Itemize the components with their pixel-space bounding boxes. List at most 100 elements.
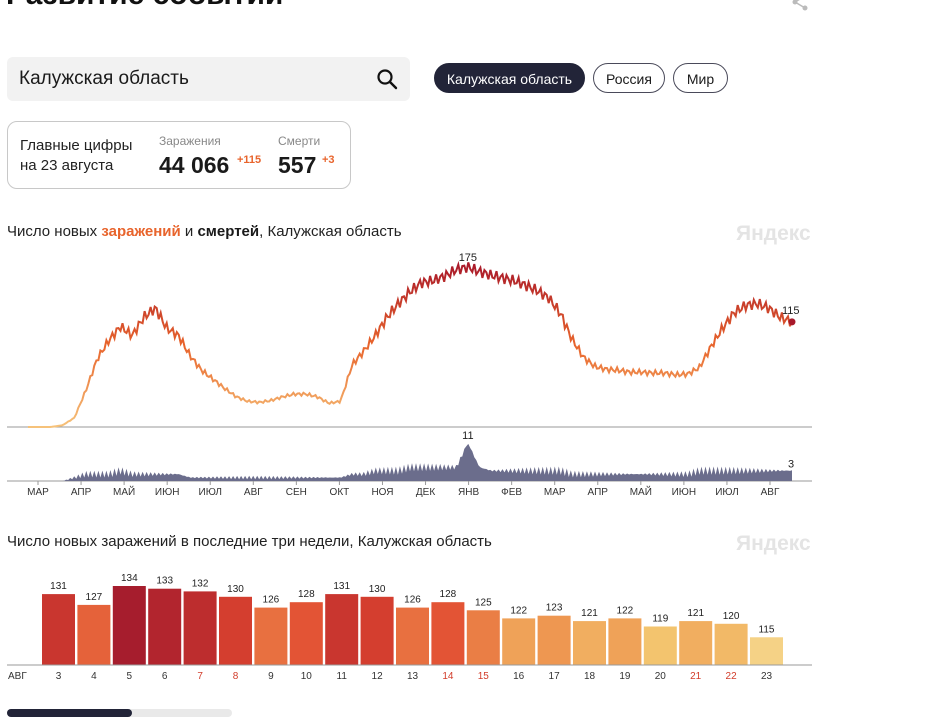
day-label: 14 [442, 671, 454, 682]
day-bar-value: 120 [723, 611, 740, 622]
day-bar-value: 115 [759, 624, 775, 635]
day-bar [254, 607, 288, 665]
month-label: ИЮН [672, 487, 697, 498]
month-label: ИЮЛ [715, 487, 738, 498]
yandex-watermark-2: Яндекс [736, 532, 811, 555]
day-bar [77, 604, 111, 665]
day-bar [608, 618, 642, 665]
deaths-area [28, 443, 792, 481]
day-label: 15 [478, 671, 490, 682]
month-label: МАР [544, 487, 566, 498]
day-label: 7 [197, 671, 203, 682]
day-bar-value: 131 [333, 581, 350, 592]
chart2-month-label: АВГ [8, 671, 27, 682]
day-label: 8 [233, 671, 239, 682]
day-bar [750, 637, 783, 665]
chart1-annotations: 175 115 11 3 [459, 252, 800, 471]
day-bar [466, 610, 500, 665]
day-label: 21 [690, 671, 702, 682]
day-bar [537, 615, 571, 665]
day-bar-value: 121 [687, 608, 704, 619]
infections-delta: +115 [237, 154, 262, 166]
day-bar-value: 125 [475, 597, 492, 608]
day-bar [325, 594, 359, 665]
bar-series: 131 127 134 133 132 130 126 128 131 130 126 128 125 1… [42, 573, 783, 665]
day-bar [643, 626, 677, 665]
month-label: ЯНВ [458, 487, 479, 498]
month-label: МАЙ [630, 485, 652, 498]
month-label: ОКТ [330, 487, 350, 498]
day-bar-value: 128 [298, 589, 315, 600]
day-bar-value: 122 [510, 605, 527, 616]
search-icon[interactable] [376, 68, 398, 90]
day-bar-value: 126 [404, 595, 421, 606]
day-bar-value: 133 [156, 576, 173, 587]
chart1-title-suffix: , Калужская область [259, 223, 402, 240]
day-label: 18 [584, 671, 596, 682]
chart1-title-prefix: Число новых [7, 223, 102, 240]
day-bar-value: 134 [121, 573, 138, 584]
day-label: 19 [619, 671, 631, 682]
share-icon[interactable] [790, 0, 810, 12]
day-label: 13 [407, 671, 419, 682]
day-axis: 3 4 5 6 7 8 9 10 11 12 13 14 15 16 17 18 19 20 21 22 23 АВГ [8, 671, 772, 682]
month-axis: МАР АПР МАЙ ИЮН ИЮЛ АВГ СЕН ОКТ НОЯ ДЕК ЯНВ ФЕВ МАР А… [27, 481, 780, 498]
day-bar [112, 586, 146, 665]
region-pill-kaluga[interactable]: Калужская область [434, 63, 585, 93]
day-bar-value: 127 [86, 592, 103, 603]
infections-last-label: 115 [782, 305, 800, 317]
infections-total: 44 066 [159, 152, 230, 178]
day-label: 6 [162, 671, 168, 682]
deaths-series [28, 443, 792, 481]
key-figures-date-text: на 23 августа [20, 157, 114, 174]
day-label: 5 [127, 671, 133, 682]
bottom-tabs[interactable] [7, 709, 232, 717]
region-pill-world[interactable]: Мир [673, 63, 728, 93]
page-title: Развитие событий [6, 0, 283, 12]
day-bar-value: 131 [50, 581, 67, 592]
day-bar [360, 596, 394, 665]
infections-peak-label: 175 [459, 252, 477, 264]
day-bar-value: 132 [192, 578, 209, 589]
search-input[interactable]: Калужская область [19, 68, 189, 89]
day-bar [148, 588, 182, 665]
month-label: МАЙ [113, 485, 135, 498]
deaths-label: Смерти [278, 134, 321, 148]
day-bar [679, 621, 713, 665]
chart1-title-infections: заражений [101, 223, 181, 240]
key-figures-card: Главные цифры на 23 августа Заражения 44… [7, 121, 351, 189]
bottom-tab-active[interactable] [7, 709, 132, 717]
month-label: МАР [27, 487, 49, 498]
day-bar-value: 130 [227, 584, 244, 595]
day-label: 17 [549, 671, 561, 682]
day-label: 12 [372, 671, 384, 682]
month-label: ИЮН [155, 487, 180, 498]
day-bar [714, 623, 748, 665]
day-bar [219, 596, 252, 665]
month-label: СЕН [286, 487, 307, 498]
day-bar-value: 126 [263, 595, 280, 606]
day-label: 3 [56, 671, 62, 682]
day-label: 4 [91, 671, 97, 682]
day-bar [183, 591, 217, 665]
day-bar-value: 122 [617, 605, 634, 616]
day-label: 11 [337, 671, 348, 682]
month-label: АВГ [761, 487, 780, 498]
month-label: АПР [588, 487, 609, 498]
deaths-total: 557 [278, 152, 317, 178]
month-label: АПР [71, 487, 92, 498]
day-label: 20 [655, 671, 667, 682]
month-label: ИЮЛ [199, 487, 222, 498]
day-bar-value: 119 [652, 613, 668, 624]
key-figures-title: Главные цифры [20, 137, 133, 154]
day-bar [42, 594, 75, 665]
infections-label: Заражения [159, 134, 221, 148]
region-pill-russia[interactable]: Россия [593, 63, 665, 93]
chart2-title: Число новых заражений в последние три не… [7, 533, 492, 550]
day-label: 22 [726, 671, 738, 682]
infections-line [28, 260, 793, 428]
day-label: 16 [513, 671, 525, 682]
infections-last-point [788, 318, 796, 326]
search-box[interactable]: Калужская область [7, 57, 410, 101]
